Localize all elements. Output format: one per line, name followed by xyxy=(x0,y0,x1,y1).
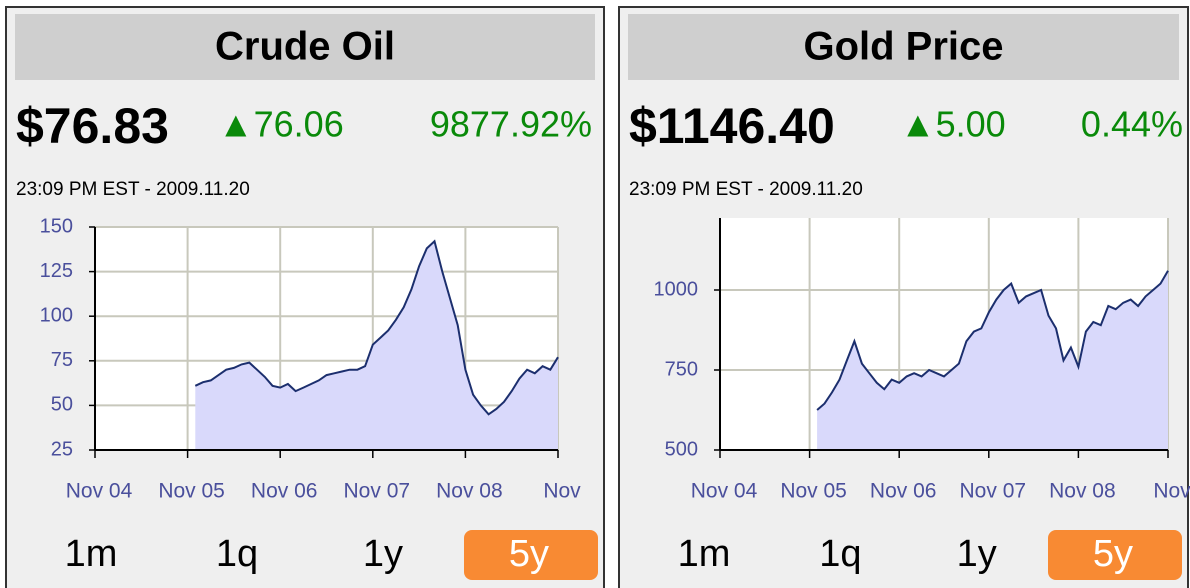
y-tick-label: 125 xyxy=(40,260,73,282)
range-button[interactable]: 5y xyxy=(1093,533,1133,575)
x-tick-label: Nov 06 xyxy=(251,480,318,503)
x-tick-label: Nov 08 xyxy=(436,480,503,503)
timestamp: 23:09 PM EST - 2009.11.20 xyxy=(16,179,250,200)
y-tick-label: 150 xyxy=(40,215,73,237)
y-tick-label: 1000 xyxy=(654,278,699,300)
range-button[interactable]: 1q xyxy=(819,533,861,575)
range-button[interactable]: 1m xyxy=(678,533,731,575)
x-tick-label: Nov xyxy=(543,480,581,503)
range-button[interactable]: 1q xyxy=(216,533,258,575)
title-bar xyxy=(628,14,1179,80)
title-bar xyxy=(15,14,595,80)
range-button-selected[interactable] xyxy=(1048,530,1182,580)
y-tick-label: 50 xyxy=(51,394,73,416)
x-tick-label: Nov 06 xyxy=(870,480,937,503)
widget-title: Gold Price xyxy=(803,25,1003,69)
y-tick-label: 75 xyxy=(51,349,73,371)
x-tick-label: Nov 04 xyxy=(66,480,133,503)
line xyxy=(816,270,1169,411)
y-tick-label: 500 xyxy=(665,438,698,460)
y-tick-label: 750 xyxy=(665,358,698,380)
change: ▲5.00 xyxy=(900,104,1006,145)
range-button[interactable]: 1y xyxy=(363,533,403,575)
x-tick-label: Nov 07 xyxy=(960,480,1027,503)
price: $1146.40 xyxy=(629,98,835,154)
timestamp: 23:09 PM EST - 2009.11.20 xyxy=(629,179,863,200)
x-tick-label: Nov 08 xyxy=(1049,480,1116,503)
range-button[interactable]: 1y xyxy=(957,533,997,575)
y-tick-label: 25 xyxy=(51,438,73,460)
line xyxy=(194,239,559,416)
area xyxy=(817,270,1168,450)
x-tick-label: Nov 07 xyxy=(344,480,411,503)
y-tick-label: 100 xyxy=(40,304,73,326)
range-button-selected[interactable] xyxy=(464,530,598,580)
change-pct: 0.44% xyxy=(1081,104,1183,145)
x-tick-label: Nov 05 xyxy=(780,480,847,503)
area xyxy=(195,241,559,450)
range-button[interactable]: 5y xyxy=(509,533,549,575)
price: $76.83 xyxy=(16,98,169,154)
x-tick-label: Nov xyxy=(1153,480,1190,503)
change-pct: 9877.92% xyxy=(430,104,592,145)
x-tick-label: Nov 04 xyxy=(691,480,758,503)
change: ▲76.06 xyxy=(218,104,344,145)
x-tick-label: Nov 05 xyxy=(158,480,225,503)
range-button[interactable]: 1m xyxy=(65,533,118,575)
widget-title: Crude Oil xyxy=(215,25,395,69)
